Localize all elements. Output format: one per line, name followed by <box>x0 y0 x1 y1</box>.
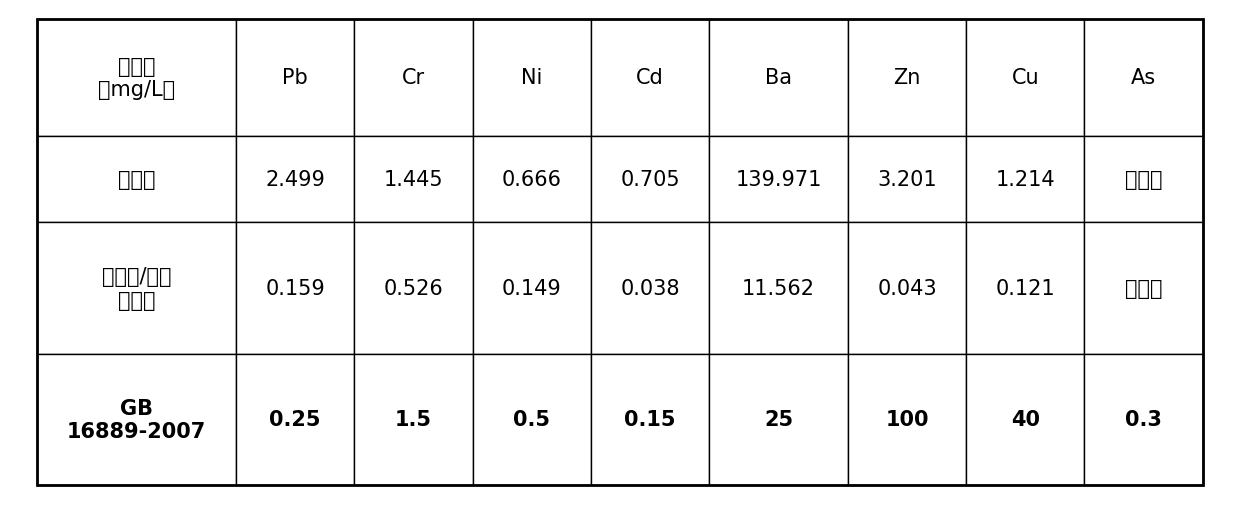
Bar <box>37 223 236 354</box>
Bar <box>966 136 1085 223</box>
Text: 0.666: 0.666 <box>502 170 562 189</box>
Bar <box>591 223 709 354</box>
Bar <box>37 136 236 223</box>
Text: 稳定化/固化
后飞灰: 稳定化/固化 后飞灰 <box>102 267 171 310</box>
Bar <box>1085 354 1203 485</box>
Text: 0.5: 0.5 <box>513 410 551 429</box>
Bar <box>709 20 848 136</box>
Text: 1.5: 1.5 <box>396 410 432 429</box>
Text: 0.25: 0.25 <box>269 410 321 429</box>
Bar <box>355 136 472 223</box>
Text: 未检出: 未检出 <box>1125 278 1162 298</box>
Text: Zn: Zn <box>893 68 920 88</box>
Bar <box>472 354 591 485</box>
Text: 0.15: 0.15 <box>625 410 676 429</box>
Bar <box>848 20 966 136</box>
Text: 0.3: 0.3 <box>1125 410 1162 429</box>
Text: 0.705: 0.705 <box>620 170 680 189</box>
Bar <box>966 223 1085 354</box>
Bar <box>709 223 848 354</box>
Bar <box>355 20 472 136</box>
Text: As: As <box>1131 68 1156 88</box>
Text: Cu: Cu <box>1012 68 1039 88</box>
Text: 0.121: 0.121 <box>996 278 1055 298</box>
Bar <box>848 136 966 223</box>
Bar <box>236 354 355 485</box>
Text: 100: 100 <box>885 410 929 429</box>
Text: Ni: Ni <box>521 68 543 88</box>
Text: 11.562: 11.562 <box>742 278 815 298</box>
Text: Cr: Cr <box>402 68 425 88</box>
Bar <box>236 20 355 136</box>
Bar <box>1085 223 1203 354</box>
Bar <box>591 354 709 485</box>
Bar <box>591 136 709 223</box>
Bar <box>848 354 966 485</box>
Text: 139.971: 139.971 <box>735 170 822 189</box>
Text: GB
16889-2007: GB 16889-2007 <box>67 398 206 441</box>
Bar <box>355 223 472 354</box>
Text: Cd: Cd <box>636 68 665 88</box>
Bar <box>37 20 236 136</box>
Text: Pb: Pb <box>283 68 308 88</box>
Bar <box>1085 136 1203 223</box>
Text: 原飞灰: 原飞灰 <box>118 170 155 189</box>
Text: 25: 25 <box>764 410 794 429</box>
Text: 2.499: 2.499 <box>265 170 325 189</box>
Bar <box>472 136 591 223</box>
Text: 未检出: 未检出 <box>1125 170 1162 189</box>
Text: 3.201: 3.201 <box>877 170 936 189</box>
Bar <box>1085 20 1203 136</box>
Bar <box>848 223 966 354</box>
Text: 0.149: 0.149 <box>502 278 562 298</box>
Text: 1.214: 1.214 <box>996 170 1055 189</box>
Text: 1.445: 1.445 <box>383 170 444 189</box>
Bar <box>966 354 1085 485</box>
Text: 40: 40 <box>1011 410 1040 429</box>
Bar <box>709 354 848 485</box>
Bar <box>236 136 355 223</box>
Bar <box>472 223 591 354</box>
Bar <box>236 223 355 354</box>
Text: 0.159: 0.159 <box>265 278 325 298</box>
Bar <box>472 20 591 136</box>
Text: 0.038: 0.038 <box>620 278 680 298</box>
Bar <box>709 136 848 223</box>
Text: 重金属
（mg/L）: 重金属 （mg/L） <box>98 57 175 100</box>
Bar <box>355 354 472 485</box>
Text: 0.043: 0.043 <box>877 278 936 298</box>
Text: 0.526: 0.526 <box>383 278 444 298</box>
Bar <box>591 20 709 136</box>
Bar <box>966 20 1085 136</box>
Bar <box>37 354 236 485</box>
Text: Ba: Ba <box>765 68 792 88</box>
